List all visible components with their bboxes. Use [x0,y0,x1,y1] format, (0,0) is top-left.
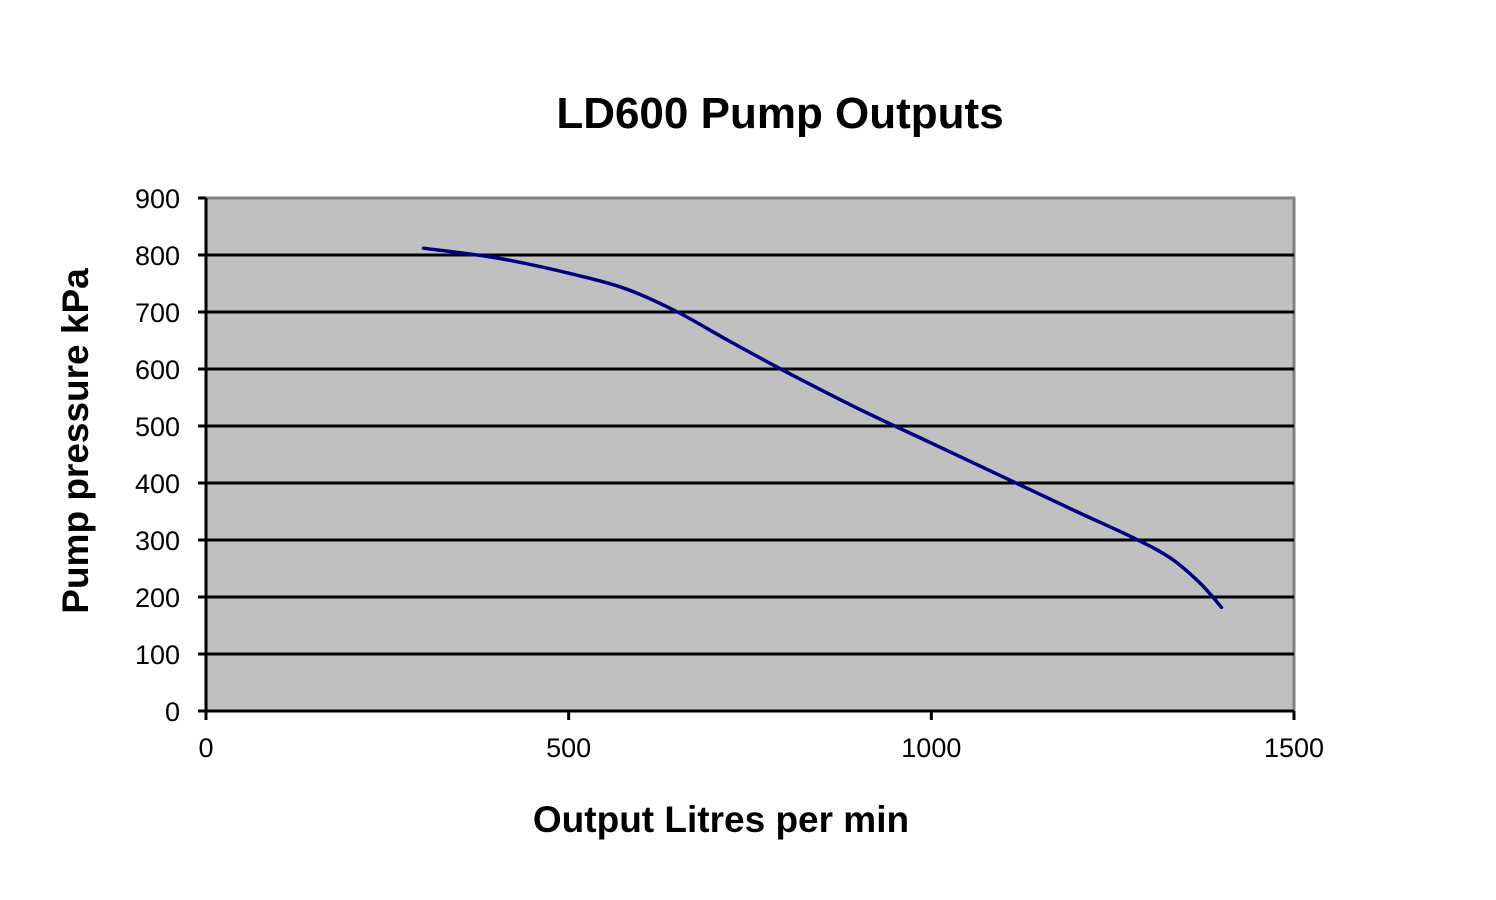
y-tick-label-0: 0 [165,697,180,727]
y-tick-label-700: 700 [135,298,180,328]
y-tick-label-500: 500 [135,412,180,442]
y-tick-label-800: 800 [135,241,180,271]
plot-area [204,196,1296,713]
grid-lines [206,253,1294,656]
x-tick-label-1500: 1500 [1264,733,1324,763]
y-tick-label-200: 200 [135,583,180,613]
series-line-0 [421,246,1224,610]
y-tick-label-600: 600 [135,355,180,385]
x-tick-label-0: 0 [198,733,213,763]
y-tick-label-900: 900 [135,184,180,214]
y-tick-label-400: 400 [135,469,180,499]
y-tick-label-300: 300 [135,526,180,556]
x-axis-title: Output Litres per min [533,799,909,840]
y-tick-label-100: 100 [135,640,180,670]
y-axis-title: Pump pressure kPa [55,268,96,614]
y-axis-ticks: 0 100 200 300 400 500 600 700 800 900 [135,184,206,727]
axes [198,198,1294,713]
series-layer [421,246,1224,610]
x-tick-label-1000: 1000 [901,733,961,763]
x-tick-label-500: 500 [546,733,591,763]
x-axis-ticks: 0 500 1000 1500 [198,711,1324,763]
chart-title: LD600 Pump Outputs [556,89,1003,138]
